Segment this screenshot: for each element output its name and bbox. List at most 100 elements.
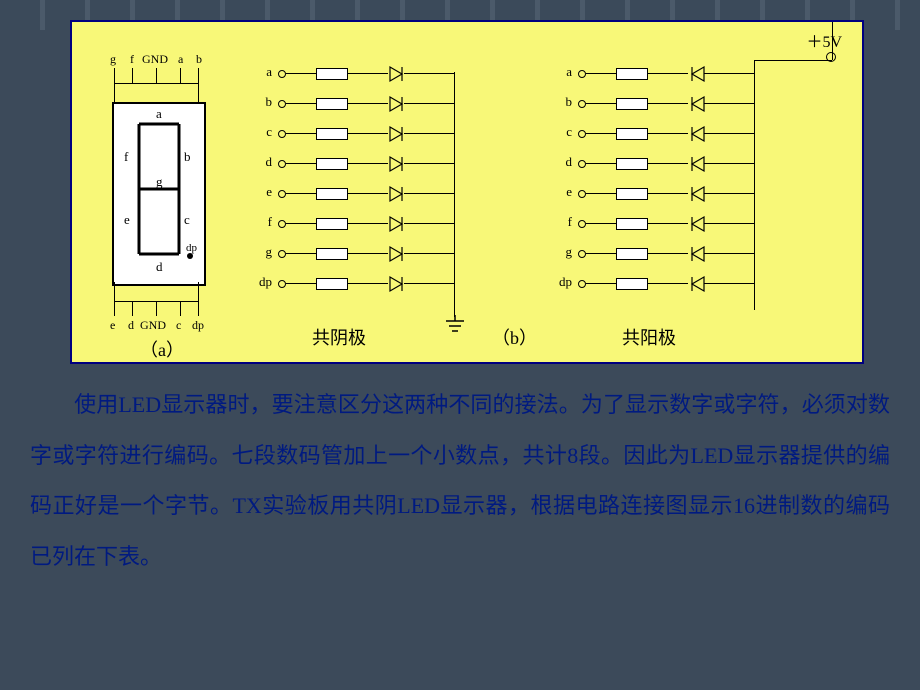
circuit-row: f [252, 212, 492, 242]
row-label: d [552, 154, 572, 170]
terminal-icon [578, 130, 586, 138]
resistor-icon [316, 278, 348, 290]
pin-label: e [110, 318, 115, 333]
wire [348, 193, 388, 194]
wire [648, 223, 688, 224]
wire [404, 133, 454, 134]
terminal-icon [578, 160, 586, 168]
segment-label: b [184, 149, 191, 165]
diode-icon [388, 275, 406, 293]
segment-label: f [124, 149, 128, 165]
wire [704, 73, 754, 74]
wire [586, 253, 616, 254]
segment-label: a [156, 106, 162, 122]
pin-label: GND [142, 52, 168, 67]
circuit-row: a [252, 62, 492, 92]
terminal-icon [578, 280, 586, 288]
wire [348, 103, 388, 104]
row-label: dp [552, 274, 572, 290]
diode-icon [388, 95, 406, 113]
wire [704, 103, 754, 104]
wire [348, 73, 388, 74]
resistor-icon [316, 218, 348, 230]
sub-label-a: （a） [140, 336, 184, 362]
pin-label: c [176, 318, 181, 333]
resistor-icon [316, 68, 348, 80]
wire [704, 163, 754, 164]
segment-label: c [184, 212, 190, 228]
wire [586, 73, 616, 74]
segment-label: e [124, 212, 130, 228]
terminal-icon [278, 70, 286, 78]
terminal-icon [278, 100, 286, 108]
terminal-icon [278, 250, 286, 258]
row-label: e [252, 184, 272, 200]
wire [286, 73, 316, 74]
diode-icon [388, 185, 406, 203]
bus-line [754, 60, 755, 310]
seven-segment-pinout: g f GND a b [92, 52, 222, 352]
wire [586, 163, 616, 164]
terminal-icon [278, 160, 286, 168]
segment-label: dp [186, 242, 197, 254]
row-label: dp [252, 274, 272, 290]
row-label: b [252, 94, 272, 110]
terminal-icon [278, 280, 286, 288]
pin-label: a [178, 52, 183, 67]
circuit-row: e [552, 182, 832, 212]
resistor-icon [616, 158, 648, 170]
pin-label: GND [140, 318, 166, 333]
row-label: c [252, 124, 272, 140]
wire [586, 103, 616, 104]
diode-icon [688, 95, 706, 113]
diode-icon [688, 65, 706, 83]
bus-line [454, 72, 455, 317]
terminal-icon [278, 190, 286, 198]
resistor-icon [316, 158, 348, 170]
wire [348, 223, 388, 224]
wire [648, 163, 688, 164]
sub-label-b: （b） [492, 324, 537, 350]
segment-label: d [156, 259, 163, 275]
circuit-row: f [552, 212, 832, 242]
wire [704, 283, 754, 284]
circuit-row: e [252, 182, 492, 212]
wire [286, 223, 316, 224]
row-label: c [552, 124, 572, 140]
circuit-row: c [552, 122, 832, 152]
diode-icon [688, 245, 706, 263]
resistor-icon [616, 98, 648, 110]
row-label: a [252, 64, 272, 80]
diode-icon [688, 155, 706, 173]
terminal-icon [278, 130, 286, 138]
wire [648, 73, 688, 74]
circuit-row: dp [252, 272, 492, 302]
wire [404, 223, 454, 224]
pin-label: g [110, 52, 116, 67]
wire [648, 133, 688, 134]
wire [704, 223, 754, 224]
wire [348, 253, 388, 254]
pin-label: dp [192, 318, 204, 333]
terminal-icon [578, 70, 586, 78]
wire [286, 283, 316, 284]
row-label: f [552, 214, 572, 230]
resistor-icon [616, 128, 648, 140]
resistor-icon [316, 248, 348, 260]
row-label: d [252, 154, 272, 170]
wire [704, 133, 754, 134]
wire [704, 193, 754, 194]
wire [648, 283, 688, 284]
diode-icon [388, 125, 406, 143]
wire [648, 193, 688, 194]
wire [348, 133, 388, 134]
common-anode-circuit: abcdefgdp 共阳极 [552, 62, 832, 302]
circuit-row: d [552, 152, 832, 182]
circuit-row: b [252, 92, 492, 122]
resistor-icon [316, 98, 348, 110]
row-label: g [552, 244, 572, 260]
wire [586, 223, 616, 224]
resistor-icon [616, 248, 648, 260]
wire [404, 253, 454, 254]
wire [404, 163, 454, 164]
